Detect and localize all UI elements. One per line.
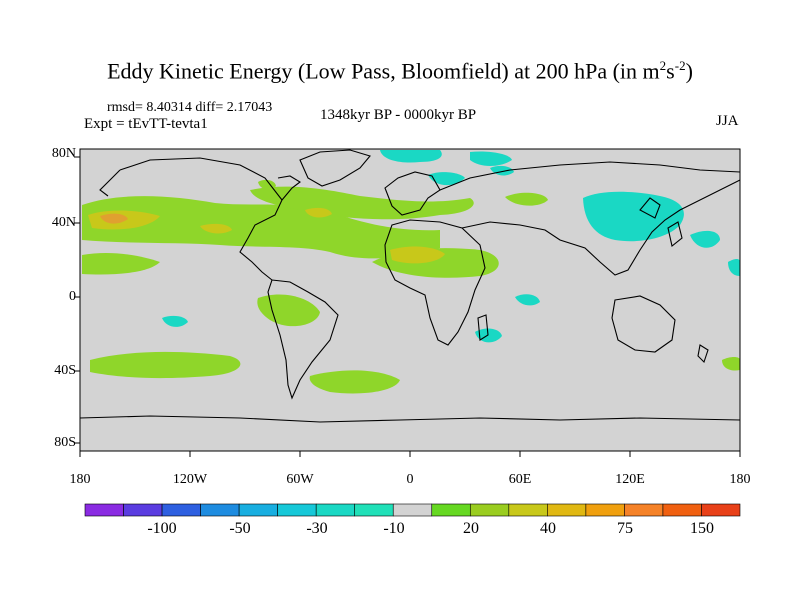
colorbar-label: 20	[463, 520, 479, 537]
colorbar-cell	[469, 503, 510, 517]
colorbar-cell	[277, 503, 317, 517]
colorbar-cell	[84, 503, 124, 517]
lat-label-40n: 40N	[51, 215, 76, 230]
colorbar-label: -10	[383, 520, 405, 537]
colorbar-cell	[508, 503, 548, 517]
peak-anomaly-regions	[100, 213, 128, 224]
season-label: JJA	[716, 113, 739, 129]
coastlines	[80, 149, 740, 423]
colorbar-cell	[701, 503, 741, 517]
colorbar-label: 40	[540, 520, 556, 537]
plot-title: Eddy Kinetic Energy (Low Pass, Bloomfiel…	[107, 58, 693, 84]
colorbar-cell	[431, 503, 471, 517]
colorbar-cell	[547, 503, 587, 517]
stats-line: rmsd= 8.40314 diff= 2.17043	[107, 100, 273, 115]
colorbar-label: -30	[306, 520, 328, 537]
colorbar-label: 75	[617, 520, 633, 537]
colorbar-label: 150	[690, 520, 714, 537]
lon-label-0: 0	[406, 472, 414, 487]
period-label: 1348kyr BP - 0000kyr BP	[320, 107, 477, 123]
axis-ticks	[74, 156, 741, 457]
colorbar-label: -50	[229, 520, 251, 537]
colorbar-cell	[161, 503, 201, 517]
colorbar-cell	[585, 503, 625, 517]
colorbar-cell	[662, 503, 702, 517]
lon-label-60w: 60W	[286, 472, 314, 487]
colorbar-label: -100	[147, 520, 177, 537]
lon-label-60e: 60E	[508, 472, 532, 487]
lon-label-120e: 120E	[615, 472, 645, 487]
colorbar-cell	[123, 503, 163, 517]
colorbar-cell	[238, 503, 278, 517]
colorbar-cell	[200, 503, 240, 517]
lat-label-80s: 80S	[54, 435, 76, 450]
lat-label-0: 0	[69, 289, 76, 304]
lon-label-120w: 120W	[172, 472, 208, 487]
lon-label-180e: 180	[729, 472, 751, 487]
lat-label-80n: 80N	[51, 146, 76, 161]
colorbar-cell	[624, 503, 664, 517]
colorbar	[84, 503, 741, 517]
lat-label-40s: 40S	[54, 363, 76, 378]
colorbar-cell	[392, 503, 433, 517]
colorbar-cell	[315, 503, 356, 517]
experiment-label: Expt = tEvTT-tevta1	[84, 116, 208, 132]
lon-label-180w: 180	[69, 472, 91, 487]
colorbar-cell	[354, 503, 394, 517]
